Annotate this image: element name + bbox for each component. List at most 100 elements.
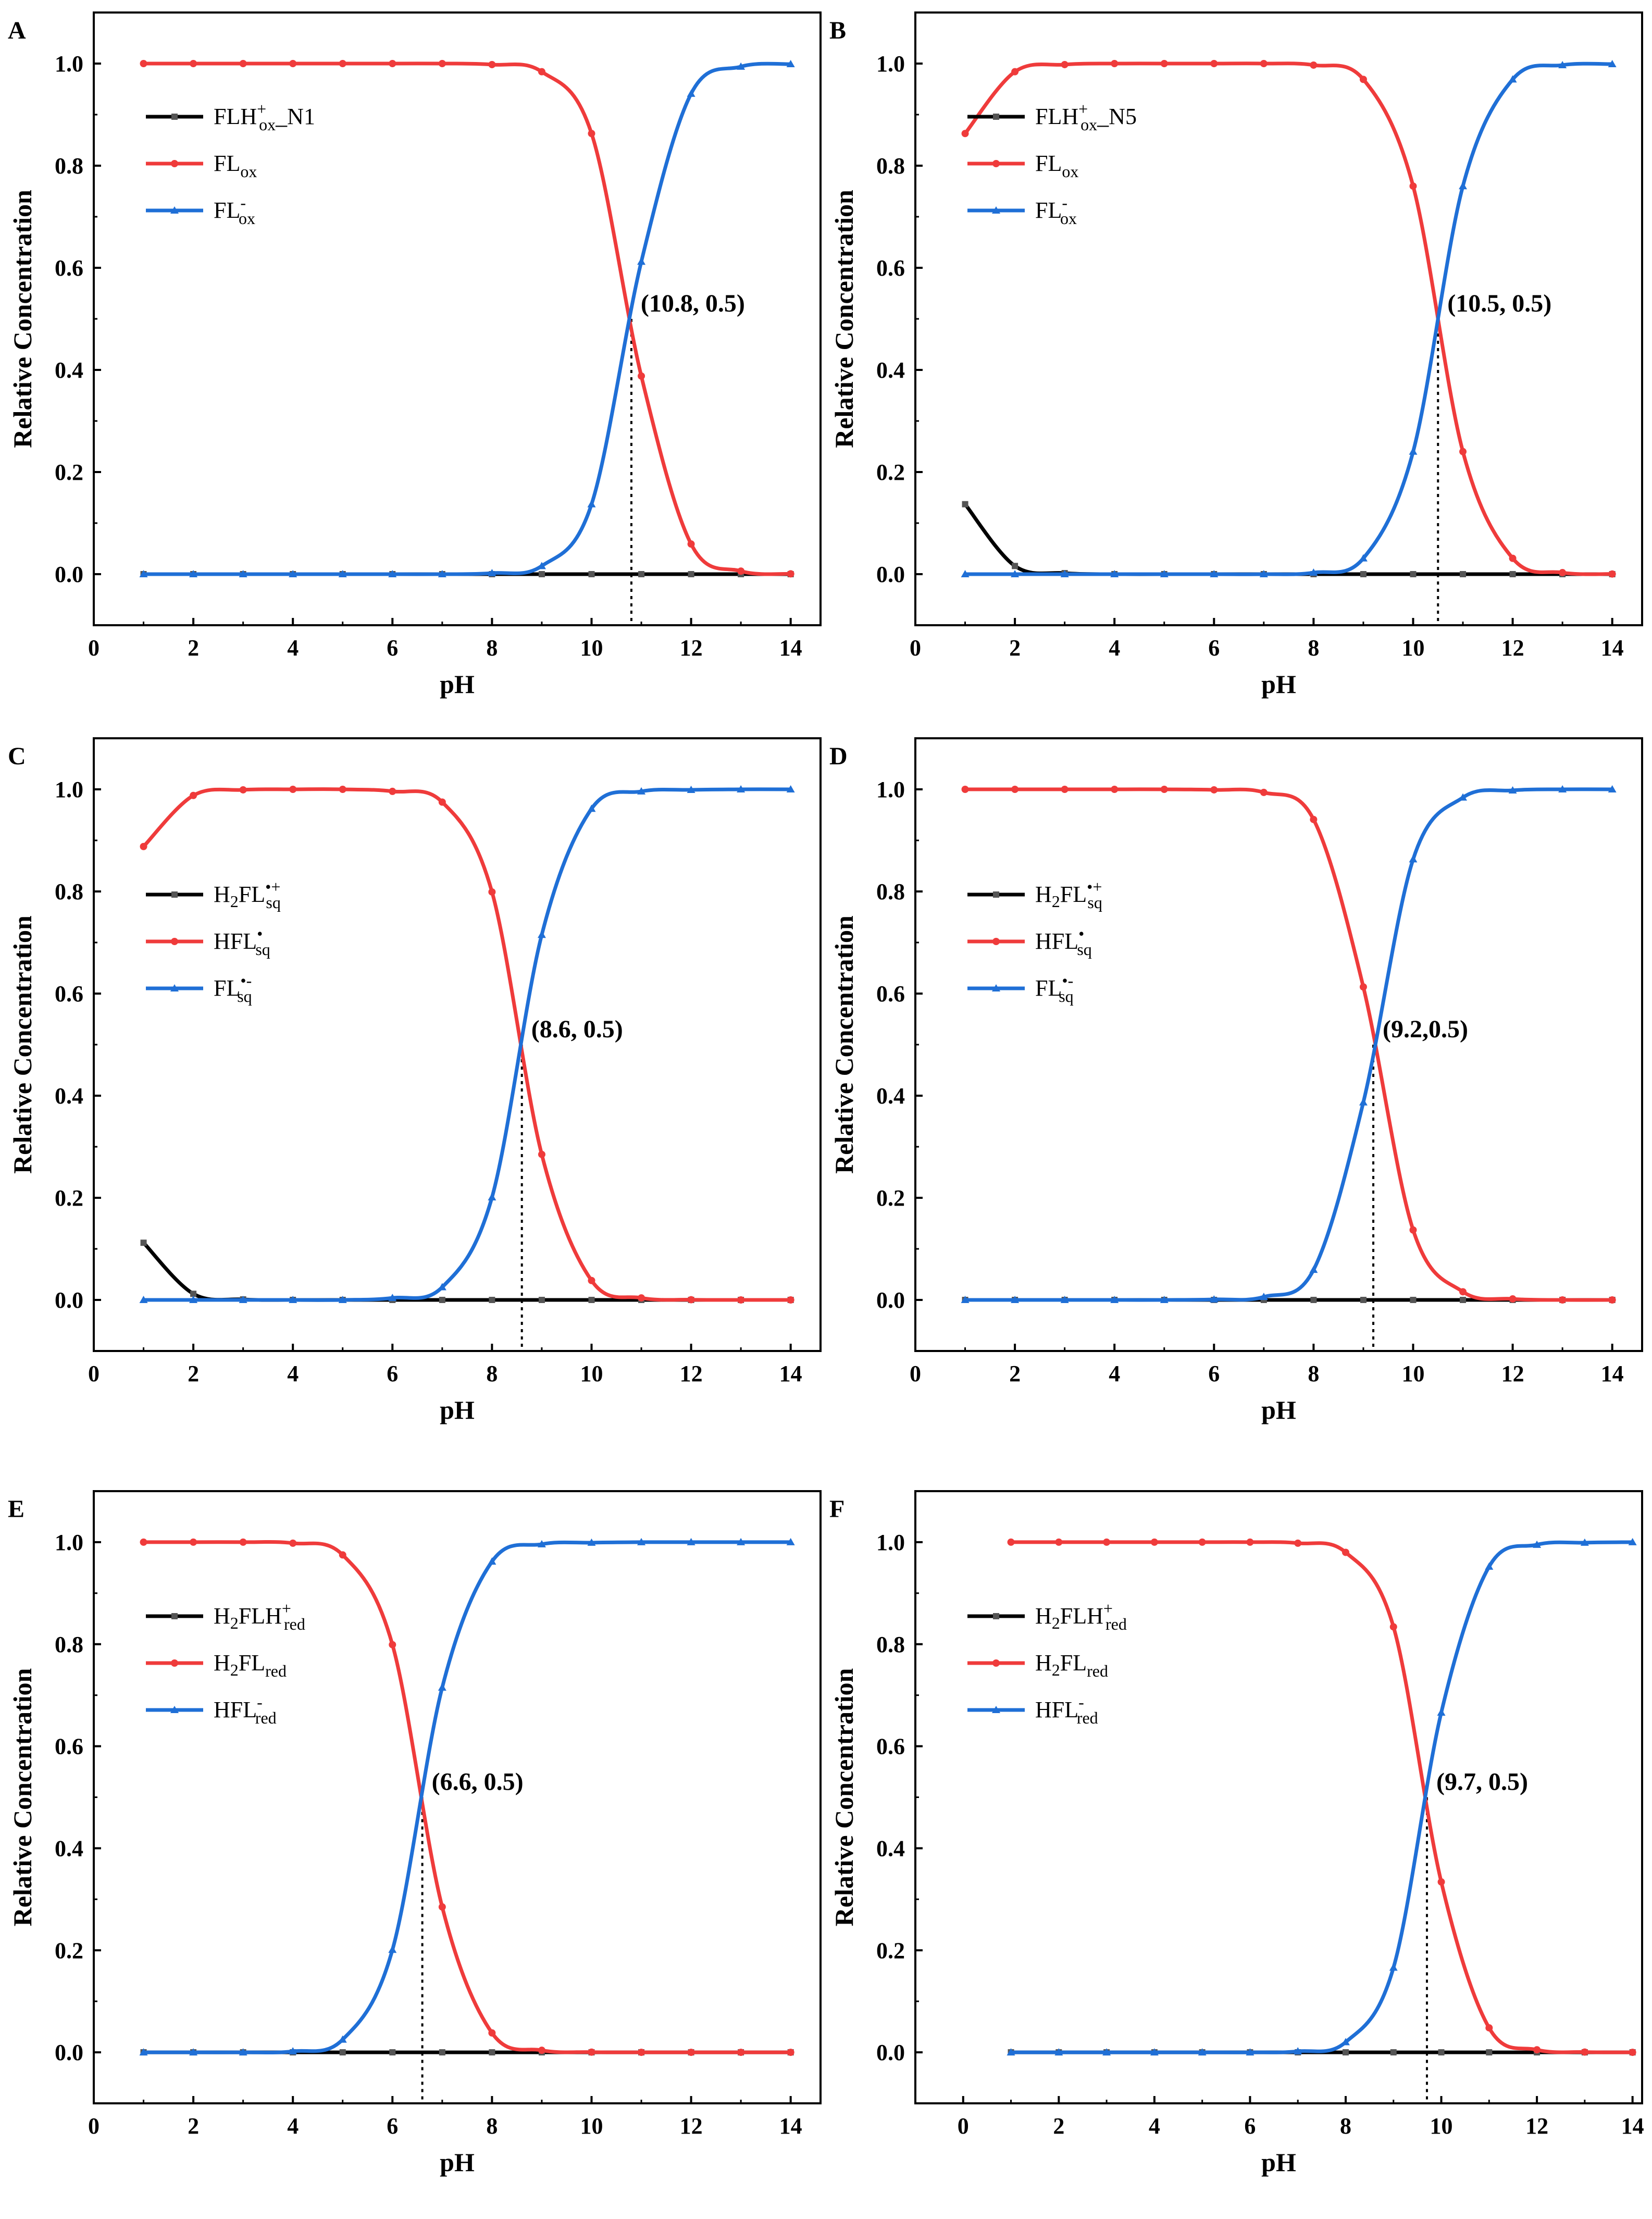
x-tick-label: 4 bbox=[1109, 635, 1120, 661]
annotation-label: (9.2,0.5) bbox=[1383, 1015, 1468, 1043]
legend-label-1: H2FLred bbox=[214, 1650, 287, 1680]
data-point bbox=[239, 570, 247, 577]
data-point bbox=[737, 62, 746, 70]
series-2 bbox=[961, 59, 1617, 577]
legend: H2FLH+ red H2FLred HFL-red bbox=[146, 1599, 305, 1727]
data-point bbox=[687, 2049, 695, 2056]
x-tick-label: 14 bbox=[779, 1361, 802, 1386]
legend-label-1: FLox bbox=[1035, 151, 1078, 181]
data-point bbox=[786, 785, 795, 792]
data-point bbox=[1012, 563, 1018, 569]
data-point bbox=[1061, 60, 1069, 68]
y-tick-label: 0.6 bbox=[55, 1734, 83, 1759]
data-point bbox=[488, 2029, 496, 2037]
data-point bbox=[1246, 1538, 1254, 1546]
y-tick-label: 0.4 bbox=[876, 1836, 905, 1861]
x-tick-label: 8 bbox=[1308, 635, 1319, 661]
data-point bbox=[1210, 786, 1218, 794]
x-tick-label: 14 bbox=[1601, 635, 1624, 661]
panel-frame bbox=[914, 1490, 1643, 2104]
data-point bbox=[239, 2048, 247, 2056]
legend-label-2: FL-ox bbox=[1035, 193, 1077, 228]
data-point bbox=[190, 791, 197, 799]
legend: FLH+ ox_N5 FLox FL-ox bbox=[967, 100, 1137, 228]
data-point bbox=[1310, 815, 1318, 823]
data-point bbox=[588, 571, 595, 577]
data-point bbox=[1508, 75, 1517, 83]
x-tick-label: 10 bbox=[1401, 1361, 1424, 1386]
series-line bbox=[965, 787, 1612, 1302]
data-point bbox=[1150, 2048, 1159, 2056]
series-1 bbox=[140, 786, 794, 1304]
data-point bbox=[1608, 570, 1616, 578]
data-point bbox=[1150, 1538, 1158, 1546]
y-tick-label: 0.2 bbox=[876, 1185, 905, 1211]
x-tick-label: 10 bbox=[1401, 635, 1424, 661]
y-tick-label: 0.4 bbox=[55, 1083, 83, 1109]
data-point bbox=[687, 1538, 695, 1545]
data-point bbox=[488, 60, 496, 68]
panel-frame bbox=[914, 11, 1643, 626]
data-point bbox=[1460, 1297, 1467, 1303]
data-point bbox=[1342, 2049, 1349, 2056]
data-point bbox=[787, 2049, 794, 2056]
data-point bbox=[239, 1538, 247, 1546]
data-point bbox=[787, 1296, 794, 1304]
data-point bbox=[338, 570, 347, 577]
data-point bbox=[140, 1239, 147, 1246]
data-point bbox=[737, 785, 746, 792]
x-tick-label: 0 bbox=[910, 1361, 921, 1386]
series-2 bbox=[961, 785, 1617, 1303]
data-point bbox=[1160, 60, 1168, 67]
data-point bbox=[961, 786, 969, 793]
data-point bbox=[488, 1557, 496, 1565]
x-tick-label: 6 bbox=[387, 1361, 398, 1386]
data-point bbox=[488, 569, 496, 577]
data-point bbox=[239, 60, 247, 67]
data-point bbox=[1210, 60, 1218, 67]
data-point bbox=[388, 1945, 397, 1953]
panel-letter: F bbox=[829, 1495, 844, 1523]
data-point bbox=[1359, 76, 1367, 83]
data-point bbox=[737, 2049, 745, 2056]
x-tick-label: 10 bbox=[580, 2113, 603, 2139]
data-point bbox=[1210, 1295, 1219, 1303]
y-axis-title: Relative Concentration bbox=[829, 1668, 859, 1926]
legend-label-2: HFL-red bbox=[1035, 1693, 1098, 1727]
y-axis-title: Relative Concentration bbox=[829, 915, 859, 1174]
data-point bbox=[1060, 1296, 1069, 1303]
legend-label-2: FL•-sq bbox=[1035, 971, 1074, 1006]
y-tick-label: 1.0 bbox=[55, 1530, 83, 1555]
legend-swatch-marker bbox=[992, 1706, 1000, 1713]
x-tick-label: 12 bbox=[680, 635, 703, 661]
data-point bbox=[1246, 2048, 1254, 2056]
legend-label-1: FLox bbox=[214, 151, 257, 181]
data-point bbox=[1628, 1538, 1637, 1545]
legend-swatch-marker bbox=[171, 938, 178, 945]
data-point bbox=[737, 567, 745, 575]
data-point bbox=[1111, 60, 1119, 67]
data-point bbox=[687, 1296, 695, 1304]
legend-swatch-marker bbox=[170, 984, 179, 991]
data-point bbox=[489, 1297, 495, 1303]
data-point bbox=[688, 571, 694, 577]
x-tick-label: 6 bbox=[1244, 2113, 1256, 2139]
data-point bbox=[1011, 570, 1020, 577]
data-point bbox=[538, 1150, 545, 1158]
x-tick-label: 12 bbox=[680, 2113, 703, 2139]
data-point bbox=[289, 1296, 297, 1303]
x-tick-label: 2 bbox=[1009, 1361, 1021, 1386]
series-line bbox=[142, 787, 791, 1302]
legend-swatch-marker bbox=[171, 1659, 178, 1667]
data-point bbox=[1294, 2047, 1302, 2055]
x-tick-label: 14 bbox=[779, 2113, 802, 2139]
legend-label-1: HFL• sq bbox=[214, 924, 270, 959]
data-point bbox=[239, 1296, 247, 1303]
y-axis-title: Relative Concentration bbox=[8, 190, 37, 448]
legend-swatch-marker bbox=[992, 160, 1000, 167]
data-point bbox=[1409, 447, 1418, 455]
data-point bbox=[961, 130, 969, 138]
data-point bbox=[438, 570, 446, 577]
series-line bbox=[963, 61, 1612, 576]
data-point bbox=[1389, 1963, 1398, 1971]
